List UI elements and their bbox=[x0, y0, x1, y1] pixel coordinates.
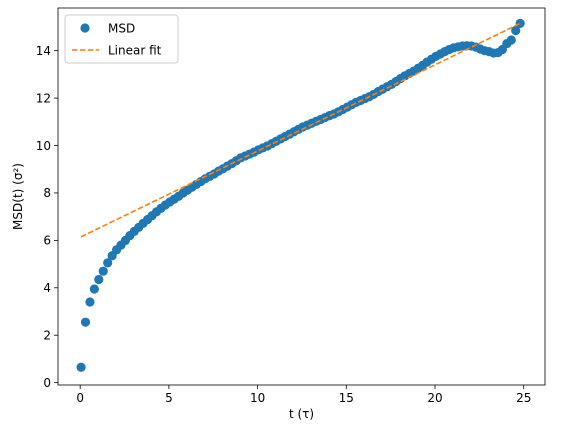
linear-fit-line bbox=[80, 22, 521, 238]
y-tick-label: 10 bbox=[36, 139, 51, 153]
x-tick-label: 15 bbox=[339, 391, 354, 405]
msd-point bbox=[506, 35, 516, 45]
msd-point bbox=[89, 284, 99, 294]
msd-point bbox=[80, 317, 91, 327]
legend-box bbox=[64, 14, 179, 64]
msd-point bbox=[515, 18, 525, 29]
msd-point bbox=[511, 25, 521, 36]
x-tick-label: 5 bbox=[165, 391, 173, 405]
legend: MSD Linear fit bbox=[64, 14, 179, 64]
legend-msd-marker bbox=[80, 23, 90, 33]
y-tick-label: 6 bbox=[43, 234, 51, 248]
x-axis-ticks: 0 5 10 15 20 25 bbox=[76, 385, 531, 405]
y-tick-label: 8 bbox=[43, 186, 51, 200]
msd-point bbox=[98, 266, 108, 276]
legend-fit-label: Linear fit bbox=[108, 44, 162, 58]
y-tick-label: 0 bbox=[43, 376, 51, 390]
x-tick-label: 10 bbox=[250, 391, 265, 405]
y-axis-label: MSD(t) (σ²) bbox=[11, 163, 25, 230]
y-tick-label: 4 bbox=[43, 281, 51, 295]
x-tick-label: 20 bbox=[427, 391, 442, 405]
y-tick-label: 2 bbox=[43, 329, 51, 343]
x-tick-label: 0 bbox=[76, 391, 84, 405]
plot-frame bbox=[57, 7, 546, 386]
y-tick-label: 14 bbox=[36, 44, 51, 58]
y-tick-label: 12 bbox=[36, 91, 51, 105]
y-axis-ticks: 0 2 4 6 8 10 12 14 bbox=[36, 44, 58, 390]
x-axis-label: t (τ) bbox=[289, 407, 314, 421]
msd-point bbox=[76, 362, 86, 372]
x-tick-label: 25 bbox=[516, 391, 531, 405]
msd-point bbox=[94, 274, 104, 285]
msd-point bbox=[103, 258, 113, 268]
plot-marks bbox=[76, 18, 525, 372]
legend-msd-label: MSD bbox=[108, 22, 135, 36]
msd-point bbox=[85, 297, 95, 307]
